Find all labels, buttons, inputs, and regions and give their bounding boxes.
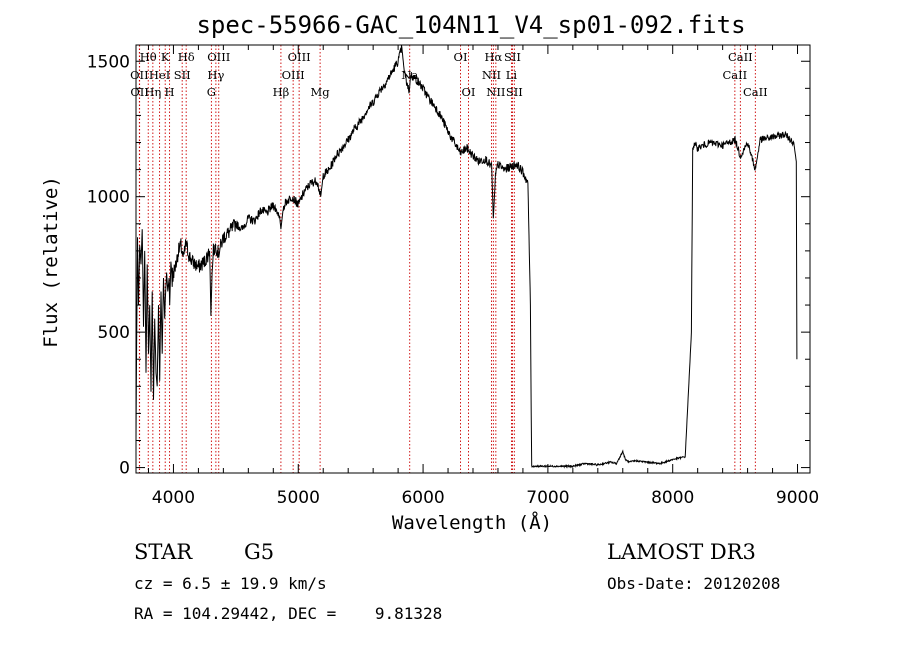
spectral-line-label: OI bbox=[462, 85, 476, 99]
x-axis-ticks: 4000 5000 6000 7000 8000 9000 bbox=[147, 45, 819, 508]
spectral-line-label: OII bbox=[130, 68, 149, 82]
y-tick-label: 500 bbox=[98, 323, 130, 343]
plot-frame bbox=[135, 44, 811, 474]
spectral-line-label: Hγ bbox=[207, 68, 224, 82]
x-tick-label: 9000 bbox=[776, 488, 819, 508]
spectral-line-label: SII bbox=[504, 50, 521, 64]
x-tick-label: 6000 bbox=[401, 488, 444, 508]
spectral-line-label: NII bbox=[486, 85, 505, 99]
spectral-line-label: Hα bbox=[484, 50, 502, 64]
spectral-line-label: G bbox=[207, 85, 216, 99]
spectral-line-label: CaII bbox=[728, 50, 753, 64]
spectral-line-label: SII bbox=[174, 68, 191, 82]
x-tick-label: 4000 bbox=[152, 488, 195, 508]
object-class: STAR bbox=[134, 540, 193, 564]
chart-title: spec-55966-GAC_104N11_V4_sp01-092.fits bbox=[196, 11, 745, 39]
y-tick-label: 0 bbox=[119, 459, 130, 479]
x-axis-label: Wavelength (Å) bbox=[392, 511, 552, 534]
spectral-line-label: NII bbox=[482, 68, 501, 82]
y-axis-label: Flux (relative) bbox=[40, 176, 62, 348]
y-axis-ticks: 0 500 1000 1500 bbox=[87, 52, 810, 479]
spectral-line-markers bbox=[138, 45, 756, 473]
redshift-info: cz = 6.5 ± 19.9 km/s bbox=[134, 574, 327, 593]
spectral-line-label: CaII bbox=[722, 68, 747, 82]
spectral-line-label: Hβ bbox=[273, 85, 290, 99]
y-tick-label: 1500 bbox=[87, 52, 130, 72]
survey-name: LAMOST DR3 bbox=[607, 540, 756, 564]
spectral-line-label: Li bbox=[506, 68, 518, 82]
spectral-line-label: Hθ bbox=[140, 50, 157, 64]
x-tick-label: 8000 bbox=[651, 488, 694, 508]
spectral-line-label: SII bbox=[506, 85, 523, 99]
spectral-line-label: OII bbox=[130, 85, 149, 99]
spectral-line-label: H bbox=[165, 85, 175, 99]
spectral-line-label: K bbox=[161, 50, 170, 64]
spectral-line-label: CaII bbox=[743, 85, 768, 99]
ra-dec-info: RA = 104.29442, DEC = 9.81328 bbox=[134, 604, 442, 623]
spectral-line-label: OI bbox=[454, 50, 468, 64]
flux-series-line bbox=[135, 45, 798, 469]
spectral-line-label: Mg bbox=[311, 85, 331, 99]
x-tick-label: 7000 bbox=[526, 488, 569, 508]
spectral-line-label: Hη bbox=[144, 85, 161, 99]
object-subclass: G5 bbox=[244, 540, 274, 564]
spectral-line-label: Hδ bbox=[178, 50, 195, 64]
obs-date: Obs-Date: 20120208 bbox=[607, 574, 780, 593]
spectral-line-label: OIII bbox=[207, 50, 230, 64]
spectral-line-labels: Hθ OII OII K HeI Hη Hδ SII H OIII Hγ G OIII OIII Hβ Mg N… bbox=[130, 50, 768, 99]
spectral-line-label: HeI bbox=[149, 68, 170, 82]
y-tick-label: 1000 bbox=[87, 188, 130, 208]
spectral-line-label: OIII bbox=[288, 50, 311, 64]
spectral-line-label: OIII bbox=[282, 68, 305, 82]
x-tick-label: 5000 bbox=[277, 488, 320, 508]
